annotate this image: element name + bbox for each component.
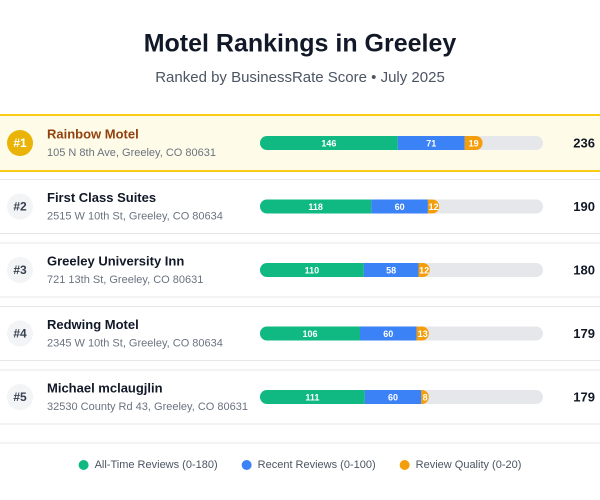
total-score: 180 [573,262,595,277]
bar-segment [421,390,429,404]
motel-address: 32530 County Rd 43, Greeley, CO 80631 [47,401,248,413]
segment-label: 19 [469,138,479,148]
chart-subtitle: Ranked by BusinessRate Score • July 2025 [155,69,445,86]
rank-badge [7,257,33,283]
legend-swatch [399,460,410,470]
motel-name: Rainbow Motel [47,126,139,141]
motel-name: Michael mclaugjlin [47,380,163,395]
segment-label: 58 [386,265,396,275]
bar-segment [359,326,417,341]
motel-address: 721 13th St, Greeley, CO 80631 [47,274,203,286]
total-score: 190 [573,199,595,214]
segment-label: 60 [388,392,398,402]
bar-segment [418,263,430,277]
motel-name: Greeley University Inn [47,253,184,268]
rank-label: #1 [13,136,27,150]
bar-stack [260,263,430,277]
bar-segment [260,326,360,341]
segment-label: 110 [305,265,320,275]
rank-badge [7,130,33,156]
rank-label: #5 [13,390,27,404]
legend-label: All-Time Reviews (0-180) [95,459,218,471]
chart-title: Motel Rankings in Greeley [144,30,457,58]
motel-name: First Class Suites [47,190,156,205]
bar-segment [397,136,465,150]
total-score: 179 [573,326,595,341]
segment-label: 12 [419,265,429,275]
motel-name: Redwing Motel [47,317,139,332]
segment-label: 111 [305,392,319,402]
bar-segment [260,199,372,214]
rank-badge [7,320,33,347]
motel-address: 2515 W 10th St, Greeley, CO 80634 [47,210,223,222]
motel-address: 105 N 8th Ave, Greeley, CO 80631 [47,147,216,159]
bar-stack [260,136,483,150]
legend-label: Review Quality (0-20) [416,459,522,471]
segment-label: 71 [426,138,436,148]
rank-label: #2 [13,200,27,214]
bar-segment [260,263,364,277]
bar-stack [260,199,440,214]
bar-segment [260,136,398,150]
bar-stack [260,326,429,341]
legend-swatch [78,460,89,470]
bar-segment [260,390,365,404]
segment-label: 146 [321,138,336,148]
segment-label: 60 [395,202,405,212]
bar-segment [427,199,440,214]
total-score: 236 [573,135,595,150]
bar-segment [464,136,483,150]
segment-label: 8 [423,392,428,402]
bar-stack [260,390,429,404]
rank-badge [7,193,33,220]
segment-label: 118 [308,202,323,212]
rank-badge [7,384,33,410]
bar-segment [364,390,422,404]
segment-label: 13 [418,329,428,339]
bar-segment [371,199,428,214]
motel-address: 2345 W 10th St, Greeley, CO 80634 [47,337,223,349]
legend-label: Recent Reviews (0-100) [258,459,376,471]
bar-segment [363,263,419,277]
rank-label: #4 [13,327,27,341]
rank-label: #3 [13,263,27,277]
total-score: 179 [573,389,595,404]
segment-label: 12 [429,202,439,212]
segment-label: 60 [383,329,393,339]
bar-segment [416,326,429,341]
segment-label: 106 [302,329,317,339]
legend-swatch [241,460,252,470]
